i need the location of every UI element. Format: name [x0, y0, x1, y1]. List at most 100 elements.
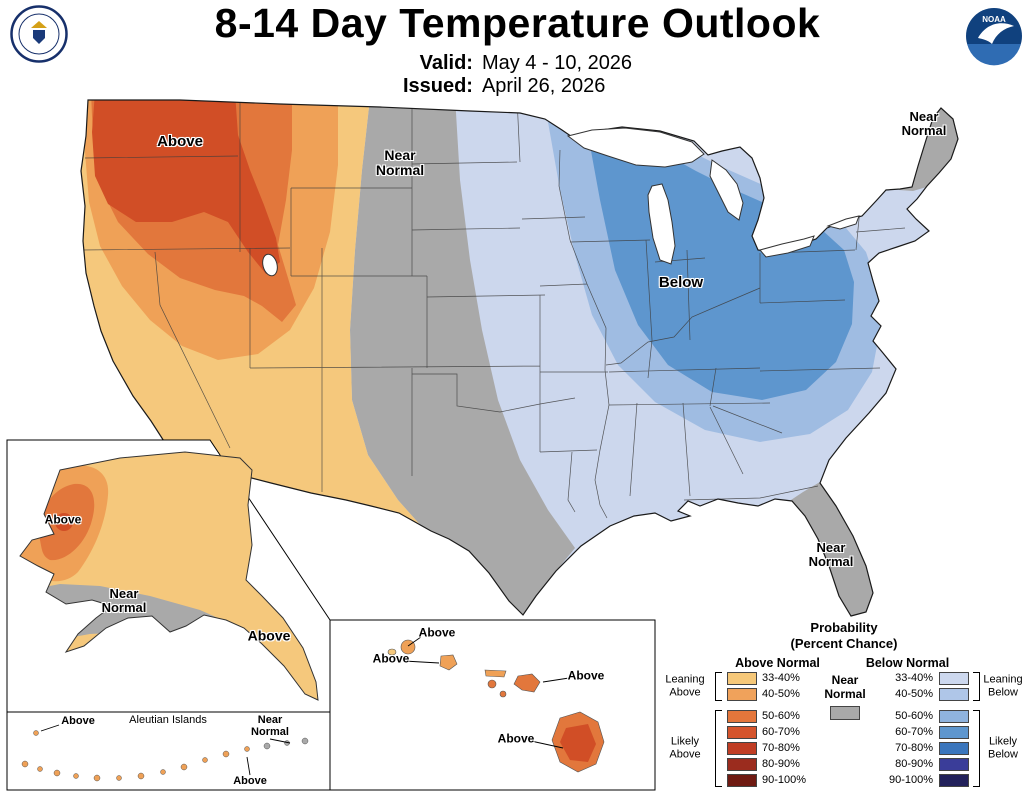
legend-below-range-4: 70-80% [895, 742, 933, 754]
legend-near-normal-swatch [830, 706, 860, 720]
label-aleutian-above-west: Above [61, 715, 95, 728]
island-niihau [387, 648, 397, 656]
label-hawaii-above-oahu: Above [372, 651, 410, 666]
legend: Probability (Percent Chance) Above Norma… [655, 614, 1033, 800]
legend-above-range-6: 90-100% [762, 774, 807, 786]
legend-leaning-above-label: Leaning Above [665, 673, 705, 698]
valid-label: Valid: [419, 52, 473, 74]
label-conus-below: Below [658, 273, 704, 291]
commerce-shield-icon [33, 30, 45, 44]
legend-above-swatch-90-100 [727, 774, 757, 787]
label-hawaii-above-maui: Above [567, 668, 605, 683]
island-oahu [439, 654, 458, 671]
alaska-inset [6, 439, 331, 713]
legend-likely-below-label: Likely Below [988, 735, 1018, 760]
label-alaska-near-normal: Near Normal [101, 585, 147, 615]
legend-below-range-0: 33-40% [895, 672, 933, 684]
label-aleutian-near-normal: Near Normal [251, 714, 289, 738]
lake-michigan [647, 183, 676, 265]
lake-superior [566, 127, 705, 168]
legend-title-line2: (Percent Chance) [790, 636, 898, 651]
legend-below-swatch-40-50 [939, 688, 969, 701]
legend-below-range-6: 90-100% [888, 774, 933, 786]
commerce-eagle-icon [31, 21, 47, 28]
legend-bracket-likely-above [715, 710, 722, 787]
issued-value: April 26, 2026 [481, 75, 606, 97]
legend-above-range-5: 80-90% [762, 758, 800, 770]
legend-below-sw-80-90 [939, 758, 969, 771]
legend-above-swatch-40-50 [727, 688, 757, 701]
hawaii-leader-lines [403, 636, 570, 749]
island-hawaii-big-core [560, 724, 596, 762]
alaska-band-above-60-70 [55, 513, 73, 531]
legend-above-header: Above Normal [735, 656, 820, 670]
state-boundaries [81, 100, 906, 519]
label-florida-near-normal: Near Normal [808, 539, 854, 569]
legend-below-swatch-90-100 [939, 774, 969, 787]
island-kahoolawe [499, 690, 507, 698]
legend-below-range-1: 40-50% [895, 688, 933, 700]
label-aleutian-title: Aleutian Islands [129, 714, 207, 727]
legend-above-swatch-70-80 [727, 742, 757, 755]
label-conus-above: Above [157, 132, 203, 150]
legend-below-range-5: 80-90% [895, 758, 933, 770]
legend-below-header: Below Normal [865, 656, 950, 670]
label-hawaii-above-big-island: Above [497, 731, 535, 746]
commerce-seal [10, 5, 68, 63]
aleutian-inset [6, 711, 331, 791]
legend-above-range-3: 60-70% [762, 726, 800, 738]
island-lanai [487, 679, 497, 689]
legend-near-normal-label: Near Normal [824, 673, 866, 701]
validity-block: Valid: May 4 - 10, 2026 Issued: April 26… [0, 52, 1035, 98]
great-salt-lake [262, 253, 278, 277]
island-maui [513, 673, 541, 693]
legend-above-swatch-80-90 [727, 758, 757, 771]
great-lakes [262, 127, 860, 277]
legend-likely-above-label: Likely Above [669, 735, 701, 760]
label-conus-near-normal-west: Near Normal [375, 146, 425, 178]
lake-erie [759, 235, 815, 258]
legend-above-range-4: 70-80% [762, 742, 800, 754]
lake-huron [709, 159, 744, 221]
label-hawaii-above-kauai: Above [418, 625, 456, 640]
conus-band-near-normal [350, 100, 575, 616]
aleutian-leader-lines [40, 724, 291, 776]
legend-above-swatch-50-60 [727, 710, 757, 723]
hawaii-inset-box [329, 619, 656, 791]
legend-below-range-2: 50-60% [895, 710, 933, 722]
legend-above-swatch-60-70 [727, 726, 757, 739]
noaa-gull-icon [978, 23, 1014, 45]
noaa-logo-text: NOAA [982, 15, 1006, 24]
island-molokai [484, 669, 507, 678]
legend-above-range-1: 40-50% [762, 688, 800, 700]
florida-near-normal-region [791, 482, 873, 616]
page-title: 8-14 Day Temperature Outlook [214, 0, 821, 46]
valid-value: May 4 - 10, 2026 [481, 52, 633, 74]
legend-below-swatch-33-40 [939, 672, 969, 685]
legend-below-swatch-70-80 [939, 742, 969, 755]
legend-bracket-likely-below [973, 710, 980, 787]
legend-title-line1: Probability [810, 620, 878, 635]
issued-label: Issued: [402, 75, 473, 97]
label-alaska-above-southeast: Above [247, 627, 291, 644]
hawaii-islands [387, 639, 605, 773]
legend-below-swatch-60-70 [939, 726, 969, 739]
legend-above-range-2: 50-60% [762, 710, 800, 722]
legend-above-range-0: 33-40% [762, 672, 800, 684]
legend-below-range-3: 60-70% [895, 726, 933, 738]
label-maine-near-normal: Near Normal [901, 108, 947, 138]
label-alaska-above-west: Above [44, 512, 82, 527]
noaa-logo [966, 8, 1022, 66]
conus-band-above-60-70 [92, 100, 280, 274]
aleutian-islands-chain [21, 730, 309, 782]
label-aleutian-above-south: Above [233, 775, 267, 788]
lake-ontario [826, 215, 860, 230]
aleutian-inset-box [6, 711, 331, 791]
hawaii-inset [329, 619, 656, 791]
legend-above-swatch-33-40 [727, 672, 757, 685]
legend-leaning-below-label: Leaning Below [983, 673, 1023, 698]
legend-below-swatch-50-60 [939, 710, 969, 723]
legend-bracket-leaning-below [973, 672, 980, 701]
